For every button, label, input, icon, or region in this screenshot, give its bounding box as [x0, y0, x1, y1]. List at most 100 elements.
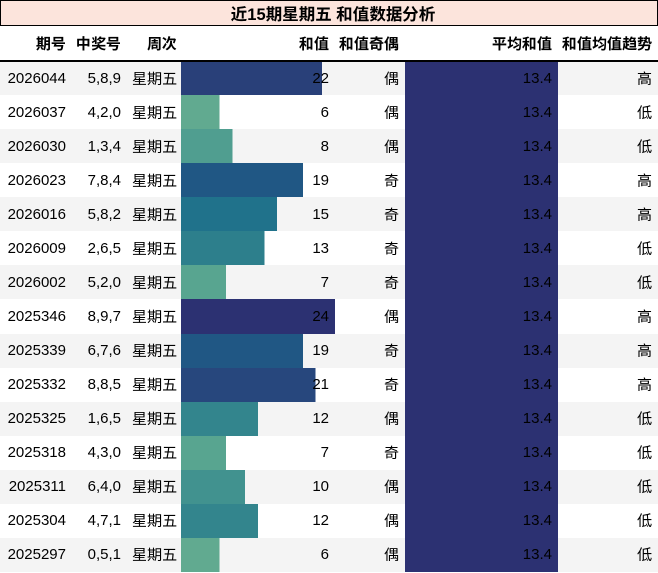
cell-issue: 2025318	[7, 444, 66, 462]
table-row: 2026016 5,8,2 星期五 15 奇 13.4 高	[0, 197, 658, 232]
cell-sum-value-bar: 13	[181, 231, 335, 266]
table-row: 2025297 0,5,1 星期五 6 偶 13.4 低	[0, 537, 658, 572]
cell-sum-parity: 偶	[383, 411, 399, 429]
cell-average-sum-bar: 13.4	[405, 129, 558, 164]
cell-sum-mean-trend: 高	[636, 308, 652, 326]
cell-sum-value-bar: 12	[181, 401, 335, 436]
cell-winning-numbers: 1,6,5	[87, 410, 121, 428]
cell-winning-numbers: 7,8,4	[87, 171, 121, 189]
cell-weekday: 星期五	[131, 308, 177, 326]
cell-sum-parity: 偶	[383, 71, 399, 89]
cell-sum-value-bar: 21	[181, 367, 335, 402]
table-row: 2025332 8,8,5 星期五 21 奇 13.4 高	[0, 367, 658, 402]
cell-sum-mean-trend: 高	[636, 71, 652, 89]
cell-sum-parity: 奇	[383, 240, 399, 258]
cell-average-sum-bar: 13.4	[405, 163, 558, 198]
cell-average-sum-bar: 13.4	[405, 435, 558, 470]
cell-sum-mean-trend: 低	[636, 445, 652, 463]
cell-issue: 2025311	[8, 478, 66, 496]
cell-weekday: 星期五	[131, 71, 177, 89]
cell-sum-parity: 偶	[383, 513, 399, 531]
cell-sum-mean-trend: 高	[636, 172, 652, 190]
cell-sum-value-bar: 22	[181, 61, 335, 96]
cell-issue: 2025297	[7, 546, 66, 564]
cell-weekday: 星期五	[131, 138, 177, 156]
cell-sum-parity: 偶	[383, 547, 399, 565]
cell-sum-mean-trend: 低	[636, 547, 652, 565]
cell-winning-numbers: 6,7,6	[87, 342, 121, 360]
cell-sum-value-bar: 10	[181, 469, 335, 504]
cell-winning-numbers: 2,6,5	[87, 239, 121, 257]
cell-weekday: 星期五	[131, 547, 177, 565]
cell-sum-mean-trend: 高	[636, 206, 652, 224]
cell-sum-value-bar: 6	[181, 537, 335, 572]
cell-issue: 2025339	[7, 342, 66, 360]
cell-weekday: 星期五	[131, 172, 177, 190]
cell-winning-numbers: 5,8,9	[87, 70, 121, 88]
cell-sum-parity: 偶	[383, 138, 399, 156]
header-row: 期号 中奖号 周次 和值 和值奇偶 平均和值 和值均值趋势	[0, 26, 658, 62]
cell-sum-mean-trend: 高	[636, 343, 652, 361]
cell-average-sum-bar: 13.4	[405, 401, 558, 436]
cell-sum-value-bar: 8	[181, 129, 335, 164]
cell-weekday: 星期五	[131, 274, 177, 292]
cell-winning-numbers: 4,3,0	[87, 444, 121, 462]
cell-average-sum-bar: 13.4	[405, 503, 558, 538]
cell-sum-value-bar: 7	[181, 265, 335, 300]
cell-weekday: 星期五	[131, 411, 177, 429]
cell-issue: 2026023	[7, 171, 66, 189]
cell-issue: 2025325	[7, 410, 66, 428]
cell-sum-parity: 奇	[383, 172, 399, 190]
sum-analysis-table: 期号 中奖号 周次 和值 和值奇偶 平均和值 和值均值趋势 2026044 5,8…	[0, 26, 658, 572]
table-row: 2026023 7,8,4 星期五 19 奇 13.4 高	[0, 163, 658, 198]
cell-sum-mean-trend: 低	[636, 104, 652, 122]
cell-winning-numbers: 6,4,0	[87, 478, 121, 496]
cell-average-sum-bar: 13.4	[405, 469, 558, 504]
table-row: 2025339 6,7,6 星期五 19 奇 13.4 高	[0, 333, 658, 368]
cell-winning-numbers: 5,8,2	[87, 205, 121, 223]
table-row: 2026009 2,6,5 星期五 13 奇 13.4 低	[0, 231, 658, 266]
col-header-sum-parity: 和值奇偶	[335, 26, 405, 62]
table-title-text: 近15期星期五 和值数据分析	[230, 6, 436, 24]
cell-sum-parity: 奇	[383, 377, 399, 395]
cell-sum-parity: 奇	[383, 206, 399, 224]
cell-average-sum-bar: 13.4	[405, 299, 558, 334]
cell-winning-numbers: 4,7,1	[87, 512, 121, 530]
cell-weekday: 星期五	[131, 240, 177, 258]
cell-sum-mean-trend: 低	[636, 513, 652, 531]
cell-sum-value-bar: 19	[181, 163, 335, 198]
cell-sum-mean-trend: 低	[636, 240, 652, 258]
col-header-average-sum: 平均和值	[405, 26, 558, 62]
table-row: 2026030 1,3,4 星期五 8 偶 13.4 低	[0, 129, 658, 164]
cell-sum-parity: 偶	[383, 308, 399, 326]
cell-weekday: 星期五	[131, 343, 177, 361]
cell-winning-numbers: 8,8,5	[87, 376, 121, 394]
col-header-sum-value: 和值	[181, 26, 335, 62]
cell-sum-mean-trend: 高	[636, 377, 652, 395]
cell-issue: 2026016	[7, 205, 66, 223]
cell-average-sum-bar: 13.4	[405, 95, 558, 130]
cell-issue: 2026009	[7, 239, 66, 257]
cell-weekday: 星期五	[131, 206, 177, 224]
cell-sum-mean-trend: 低	[636, 411, 652, 429]
cell-sum-parity: 奇	[383, 445, 399, 463]
cell-issue: 2026002	[7, 273, 66, 291]
table-row: 2025346 8,9,7 星期五 24 偶 13.4 高	[0, 299, 658, 334]
cell-winning-numbers: 1,3,4	[87, 137, 121, 155]
cell-sum-mean-trend: 低	[636, 274, 652, 292]
cell-sum-value-bar: 7	[181, 435, 335, 470]
cell-issue: 2025304	[7, 512, 66, 530]
cell-average-sum-bar: 13.4	[405, 367, 558, 402]
cell-sum-mean-trend: 低	[636, 479, 652, 497]
table-row: 2026044 5,8,9 星期五 22 偶 13.4 高	[0, 61, 658, 96]
cell-weekday: 星期五	[131, 377, 177, 395]
cell-average-sum-bar: 13.4	[405, 537, 558, 572]
cell-weekday: 星期五	[131, 479, 177, 497]
table-row: 2025311 6,4,0 星期五 10 偶 13.4 低	[0, 469, 658, 504]
table-header: 期号 中奖号 周次 和值 和值奇偶 平均和值 和值均值趋势	[0, 26, 658, 62]
table-row: 2025318 4,3,0 星期五 7 奇 13.4 低	[0, 435, 658, 470]
cell-winning-numbers: 8,9,7	[87, 307, 121, 325]
cell-sum-value-bar: 12	[181, 503, 335, 538]
col-header-sum-mean-trend: 和值均值趋势	[558, 26, 658, 62]
col-header-issue: 期号	[0, 26, 72, 62]
